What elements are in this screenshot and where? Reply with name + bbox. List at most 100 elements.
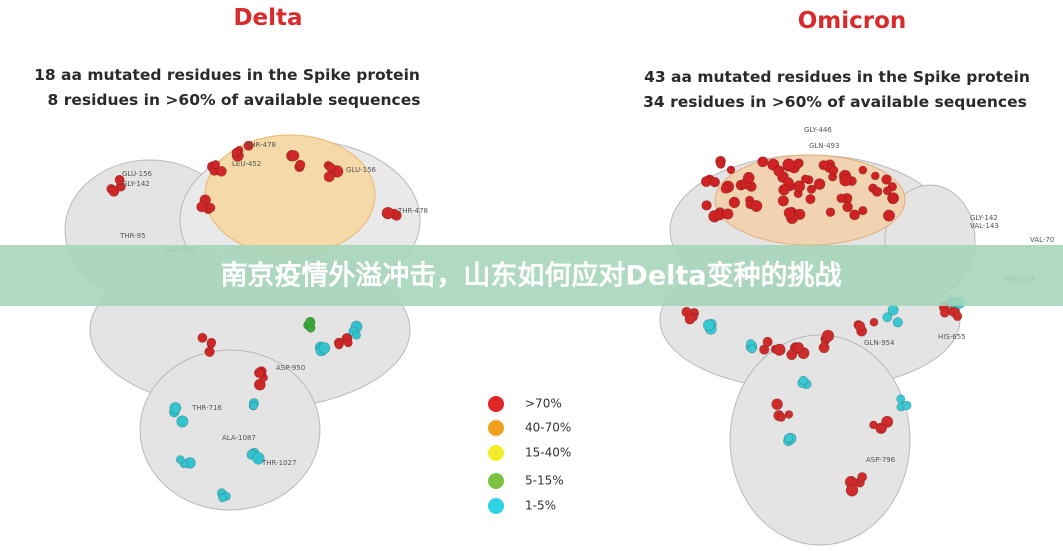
residue-label: HIS-655 — [938, 333, 966, 341]
residue-sphere — [887, 304, 899, 316]
residue-label: GLU-156 — [346, 166, 377, 174]
residue-sphere — [773, 343, 786, 356]
legend-swatch — [488, 420, 504, 436]
residue-sphere — [952, 311, 963, 322]
legend-label: 1-5% — [525, 499, 556, 513]
residue-sphere — [351, 330, 361, 340]
residue-sphere — [323, 171, 335, 183]
residue-sphere — [901, 400, 912, 411]
residue-sphere — [786, 349, 798, 361]
legend-swatch — [488, 498, 504, 514]
residue-sphere — [205, 202, 216, 213]
residue-sphere — [253, 367, 265, 379]
residue-sphere — [728, 196, 741, 209]
residue-sphere — [108, 185, 120, 197]
residue-sphere — [782, 158, 795, 171]
residue-sphere — [169, 402, 182, 415]
residue-sphere — [175, 455, 185, 465]
legend-label: 5-15% — [525, 474, 564, 488]
residue-sphere — [381, 206, 395, 220]
residue-sphere — [722, 208, 734, 220]
residue-sphere — [243, 140, 254, 151]
residue-sphere — [939, 307, 950, 318]
residue-sphere — [854, 320, 866, 332]
residue-sphere — [806, 184, 817, 194]
residue-label: ALA-1087 — [222, 434, 256, 442]
residue-label: GLU-156 — [122, 170, 153, 178]
residue-sphere — [882, 312, 893, 323]
residue-sphere — [318, 342, 331, 354]
residue-sphere — [702, 319, 715, 332]
residue-label: LEU-452 — [232, 160, 261, 168]
residue-label: ASP-796 — [866, 456, 896, 464]
residue-sphere — [818, 160, 829, 171]
residue-sphere — [800, 174, 810, 184]
panel-subtitle: 43 aa mutated residues in the Spike prot… — [644, 68, 1030, 86]
residue-sphere — [701, 200, 712, 211]
residue-sphere — [197, 332, 208, 343]
panel-subtitle: 8 residues in >60% of available sequence… — [48, 91, 421, 109]
banner-band — [0, 245, 1063, 306]
residue-sphere — [845, 483, 859, 497]
residue-sphere — [813, 178, 826, 190]
panel-title: Omicron — [798, 8, 907, 34]
residue-sphere — [896, 394, 906, 404]
legend-label: >70% — [525, 397, 562, 411]
residue-sphere — [747, 344, 757, 354]
residue-sphere — [288, 150, 300, 162]
legend-label: 40-70% — [525, 421, 571, 435]
legend-label: 15-40% — [525, 446, 571, 460]
residue-sphere — [825, 207, 836, 217]
residue-sphere — [773, 165, 785, 177]
residue-sphere — [869, 317, 879, 327]
residue-sphere — [334, 340, 344, 350]
residue-label: THR-716 — [191, 404, 223, 412]
residue-sphere — [252, 452, 265, 465]
residue-sphere — [892, 317, 903, 328]
residue-sphere — [776, 412, 786, 422]
residue-sphere — [206, 337, 217, 348]
residue-sphere — [888, 194, 898, 205]
residue-sphere — [849, 209, 860, 221]
residue-sphere — [684, 313, 696, 325]
residue-sphere — [762, 336, 773, 347]
residue-spheres — [106, 140, 966, 503]
legend-swatch — [488, 445, 504, 461]
residue-sphere — [114, 174, 125, 185]
residue-label: ASP-950 — [276, 364, 305, 372]
residue-sphere — [726, 165, 736, 175]
residue-sphere — [872, 186, 883, 197]
residue-sphere — [818, 342, 830, 354]
residue-sphere — [742, 171, 755, 184]
residue-sphere — [211, 160, 221, 169]
legend: >70% 40-70% 15-40% 5-15% 1-5% — [488, 396, 571, 514]
residue-sphere — [821, 329, 835, 343]
residue-label: THR-478 — [245, 141, 276, 149]
residue-sphere — [828, 165, 839, 175]
panel-subtitle: 34 residues in >60% of available sequenc… — [643, 93, 1027, 111]
residue-sphere — [783, 433, 794, 443]
residue-sphere — [757, 156, 769, 168]
residue-sphere — [881, 174, 892, 185]
residue-sphere — [836, 193, 847, 204]
residue-label: GLY-446 — [804, 126, 832, 134]
residue-sphere — [858, 165, 868, 175]
residue-sphere — [716, 159, 726, 169]
residue-sphere — [204, 346, 215, 357]
residue-sphere — [798, 375, 808, 385]
residue-sphere — [218, 493, 227, 503]
residue-sphere — [295, 159, 306, 170]
residue-sphere — [249, 401, 259, 411]
residue-sphere — [882, 209, 896, 222]
residue-sphere — [215, 165, 227, 177]
panel-title: Delta — [233, 5, 302, 31]
residue-sphere — [842, 201, 853, 213]
residue-sphere — [870, 171, 880, 181]
residue-sphere — [231, 147, 242, 158]
residue-label: THR-478 — [397, 207, 428, 215]
residue-sphere — [783, 207, 796, 219]
residue-label: GLY-142 — [970, 214, 998, 222]
residue-sphere — [882, 186, 892, 196]
omicron-structure — [659, 154, 976, 546]
